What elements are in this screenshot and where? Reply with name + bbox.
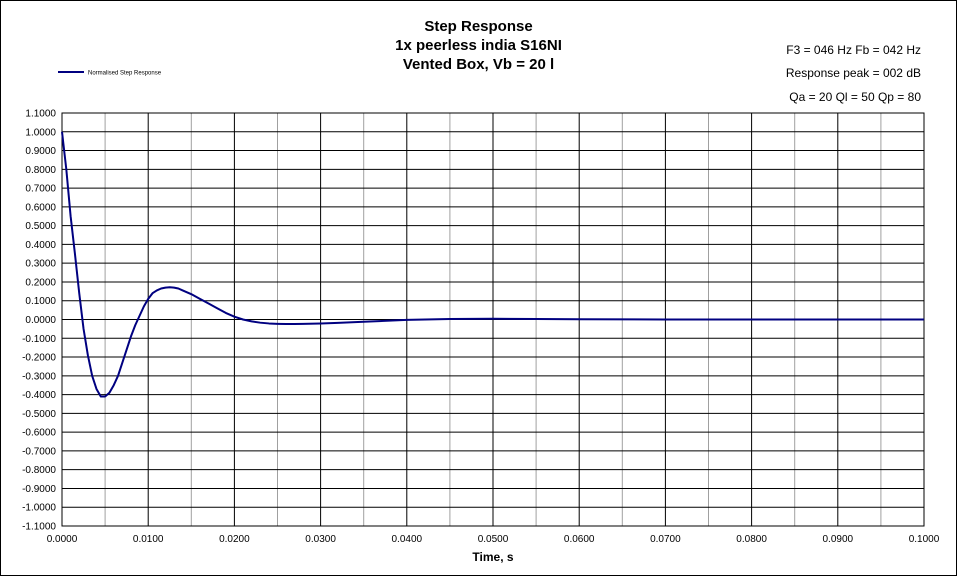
- chart-title-line-2: 1x peerless india S16NI: [395, 37, 562, 54]
- y-tick-label: -1.1000: [22, 522, 56, 533]
- y-tick-label: 0.7000: [25, 184, 56, 195]
- series-line-normalised-step-response: [61, 131, 924, 398]
- x-axis-label: Time, s: [472, 550, 513, 564]
- annotation-q-values: Qa = 20 Ql = 50 Qp = 80: [789, 90, 921, 104]
- legend: Normalised Step Response: [58, 71, 162, 77]
- y-tick-label: 1.0000: [25, 127, 56, 138]
- y-tick-label: 0.8000: [25, 165, 56, 176]
- annotation-f3-fb: F3 = 046 Hz Fb = 042 Hz: [786, 43, 921, 57]
- y-tick-label: -0.4000: [22, 390, 56, 401]
- x-tick-label: 0.1000: [909, 534, 940, 545]
- y-tick-label: 0.0000: [25, 315, 56, 326]
- y-tick-label: -0.8000: [22, 465, 56, 476]
- chart-title-line-1: Step Response: [424, 18, 533, 35]
- y-tick-label: -0.9000: [22, 484, 56, 495]
- y-tick-label: -0.5000: [22, 409, 56, 420]
- x-tick-label: 0.0700: [650, 534, 681, 545]
- y-tick-label: -0.3000: [22, 371, 56, 382]
- y-tick-label: -0.1000: [22, 334, 56, 345]
- series-group: [61, 131, 924, 398]
- chart-title-line-3: Vented Box, Vb = 20 l: [402, 56, 555, 73]
- x-tick-label: 0.0000: [47, 534, 78, 545]
- y-tick-label: -1.0000: [22, 503, 56, 514]
- x-tick-label: 0.0900: [823, 534, 854, 545]
- y-tick-labels: 1.1000 1.0000 0.9000 0.8000 0.7000 0.6000 0.50…: [22, 109, 56, 533]
- x-tick-labels: 0.0000 0.0100 0.0200 0.0300 0.0400 0.0500 0.06…: [47, 534, 940, 545]
- x-tick-label: 0.0100: [133, 534, 164, 545]
- y-tick-label: 0.5000: [25, 221, 56, 232]
- legend-entry: Normalised Step Response: [88, 71, 162, 77]
- x-tick-label: 0.0600: [564, 534, 595, 545]
- y-tick-label: 0.3000: [25, 259, 56, 270]
- y-tick-label: 0.2000: [25, 277, 56, 288]
- y-tick-label: 0.1000: [25, 296, 56, 307]
- y-tick-label: 1.1000: [25, 109, 56, 120]
- y-tick-label: 0.9000: [25, 146, 56, 157]
- x-tick-label: 0.0500: [478, 534, 509, 545]
- x-tick-label: 0.0200: [219, 534, 250, 545]
- annotation-response-peak: Response peak = 002 dB: [785, 66, 921, 80]
- y-tick-label: -0.2000: [22, 353, 56, 364]
- y-tick-label: -0.6000: [22, 428, 56, 439]
- y-tick-label: 0.6000: [25, 202, 56, 213]
- y-tick-label: -0.7000: [22, 446, 56, 457]
- y-tick-label: 0.4000: [25, 240, 56, 251]
- x-tick-label: 0.0400: [392, 534, 423, 545]
- x-tick-label: 0.0300: [305, 534, 336, 545]
- x-tick-label: 0.0800: [736, 534, 767, 545]
